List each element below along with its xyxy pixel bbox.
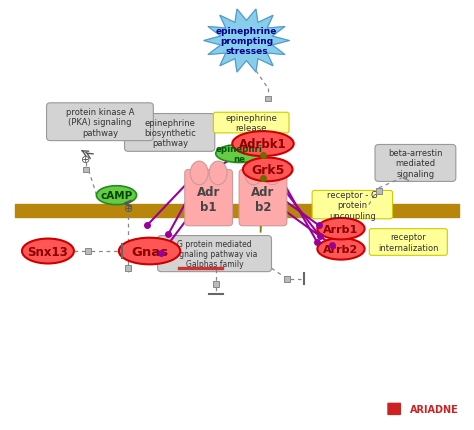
Ellipse shape (243, 158, 292, 182)
Ellipse shape (209, 162, 227, 185)
Ellipse shape (318, 239, 365, 260)
FancyBboxPatch shape (387, 403, 401, 415)
Text: Adr
b1: Adr b1 (197, 186, 220, 214)
FancyBboxPatch shape (213, 113, 289, 134)
FancyBboxPatch shape (46, 104, 154, 141)
Text: epinephrine
biosynthetic
pathway: epinephrine biosynthetic pathway (144, 118, 196, 148)
Ellipse shape (190, 162, 208, 185)
Text: Gnas: Gnas (131, 245, 168, 258)
FancyBboxPatch shape (125, 114, 215, 152)
Ellipse shape (216, 145, 263, 163)
Ellipse shape (245, 162, 263, 185)
Text: Grk5: Grk5 (251, 163, 284, 176)
Ellipse shape (119, 238, 180, 265)
Ellipse shape (318, 218, 365, 240)
Text: epinephrine
release: epinephrine release (225, 114, 277, 133)
FancyBboxPatch shape (239, 170, 287, 226)
FancyBboxPatch shape (185, 170, 233, 226)
Ellipse shape (22, 239, 74, 264)
Text: Arrb2: Arrb2 (323, 244, 359, 254)
Text: G protein mediated
signaling pathway via
Galphas family: G protein mediated signaling pathway via… (173, 239, 257, 269)
FancyBboxPatch shape (284, 276, 290, 282)
Text: epinephri
ne: epinephri ne (216, 144, 263, 164)
Text: ⊕: ⊕ (124, 203, 133, 214)
FancyBboxPatch shape (264, 96, 271, 102)
Ellipse shape (264, 162, 282, 185)
Text: Adrbk1: Adrbk1 (239, 138, 287, 151)
FancyBboxPatch shape (85, 249, 91, 254)
FancyBboxPatch shape (157, 236, 272, 272)
Text: ARIADNE: ARIADNE (410, 404, 459, 414)
Text: receptor - G
protein
uncoupling: receptor - G protein uncoupling (327, 190, 378, 220)
Ellipse shape (232, 132, 294, 157)
Text: ⊕: ⊕ (81, 154, 91, 164)
Ellipse shape (96, 186, 137, 205)
Text: Adr
b2: Adr b2 (251, 186, 274, 214)
FancyBboxPatch shape (376, 189, 382, 194)
FancyBboxPatch shape (369, 229, 447, 256)
Text: Arrb1: Arrb1 (323, 224, 359, 234)
Text: protein kinase A
(PKA) signaling
pathway: protein kinase A (PKA) signaling pathway (66, 108, 134, 137)
Text: beta-arrestin
mediated
signaling: beta-arrestin mediated signaling (388, 149, 442, 178)
Text: receptor
internalization: receptor internalization (378, 233, 438, 252)
Polygon shape (204, 10, 289, 73)
Text: cAMP: cAMP (100, 191, 133, 201)
Text: Snx13: Snx13 (27, 245, 68, 258)
FancyBboxPatch shape (312, 191, 392, 219)
Text: epinephrine
prompting
stresses: epinephrine prompting stresses (216, 27, 277, 56)
FancyBboxPatch shape (375, 145, 456, 182)
FancyBboxPatch shape (125, 266, 131, 271)
FancyBboxPatch shape (82, 167, 89, 173)
FancyBboxPatch shape (213, 282, 219, 287)
